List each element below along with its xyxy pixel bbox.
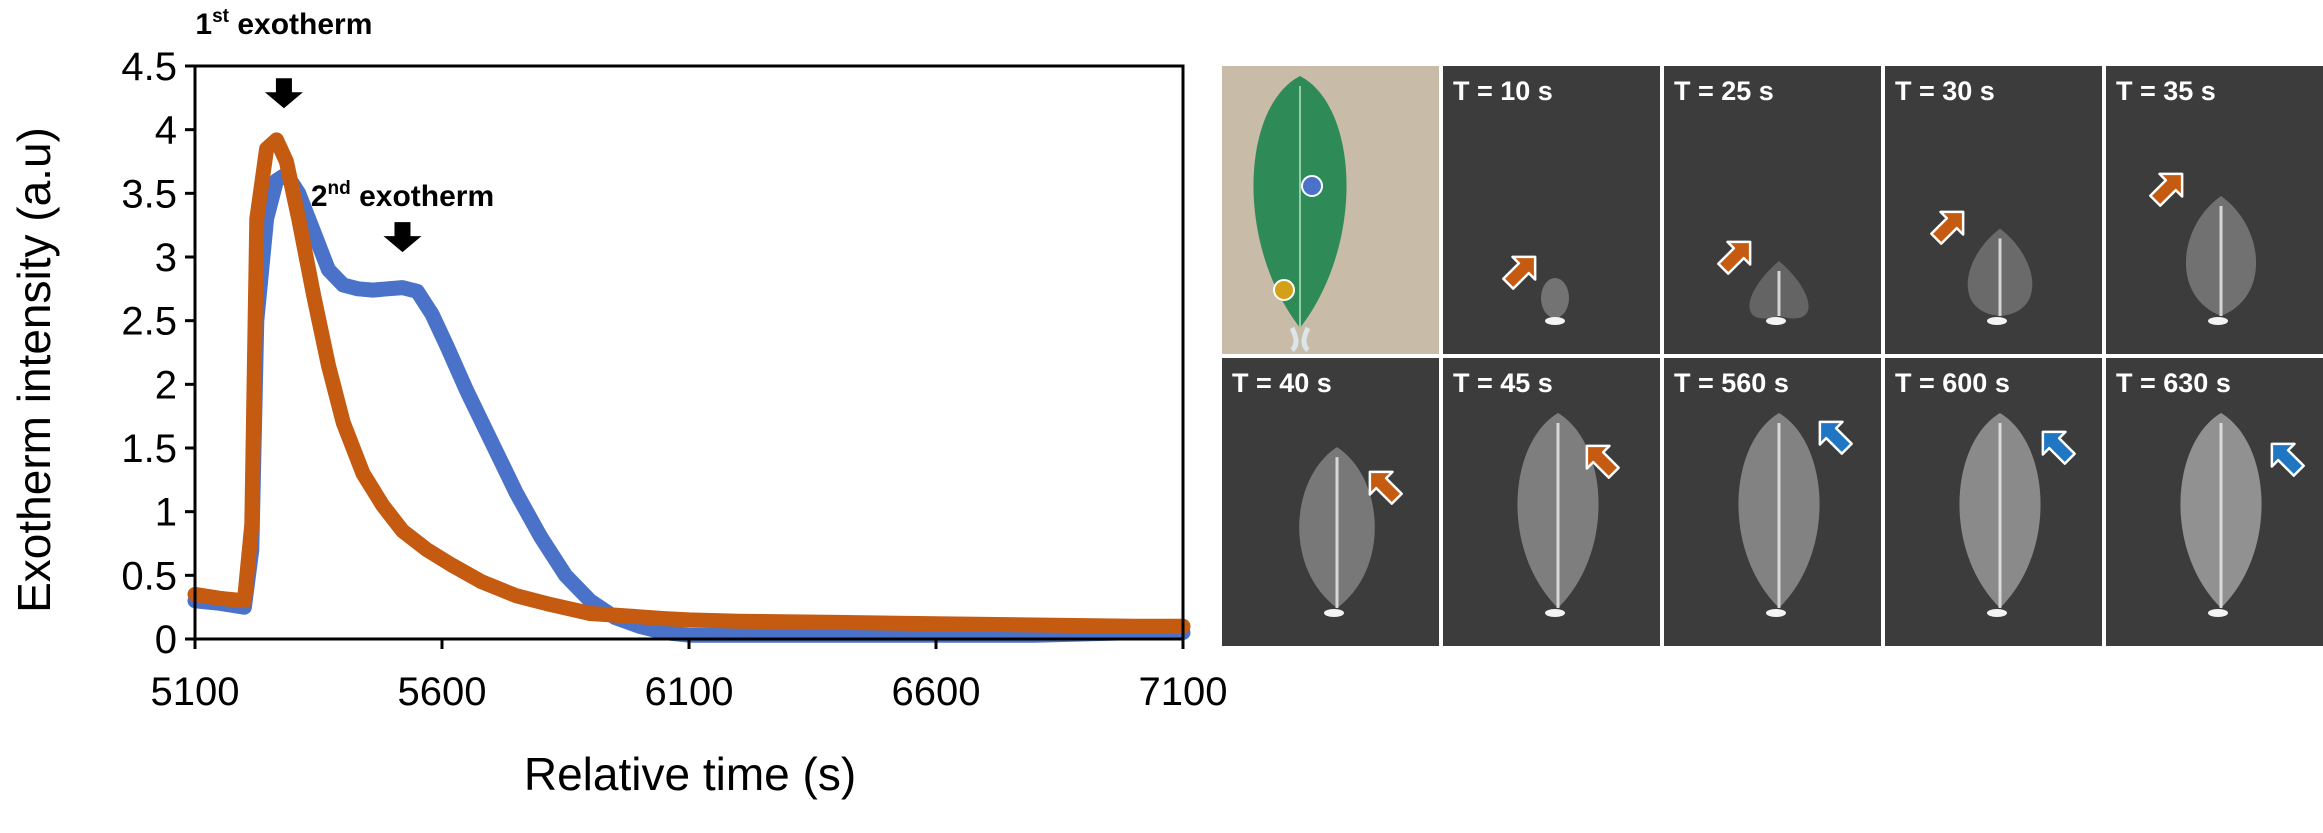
leaf-petiole bbox=[1289, 326, 1311, 352]
blue-arrow-icon bbox=[2270, 442, 2305, 477]
y-tick-label: 1.5 bbox=[121, 427, 177, 471]
petiole-highlight bbox=[1324, 609, 1344, 617]
y-tick-label: 0.5 bbox=[121, 554, 177, 598]
panel-image bbox=[2149, 172, 2257, 325]
orange-arrow-icon bbox=[1930, 210, 1965, 245]
orange-arrow-icon bbox=[1585, 444, 1620, 479]
yellow-marker bbox=[1273, 279, 1295, 301]
thermal-image-panel: T = 560 s bbox=[1664, 358, 1881, 646]
leaf-photo-panel bbox=[1222, 66, 1439, 354]
time-label: T = 600 s bbox=[1895, 368, 2010, 398]
petiole-highlight bbox=[1766, 317, 1786, 325]
orange-arrow-icon bbox=[1717, 240, 1752, 275]
time-label: T = 10 s bbox=[1453, 76, 1553, 106]
plot-area: 0 0.5 1 1.5 2 2.5 3 3.5 4 4.5 5100 5600 6100 6600 7100… bbox=[121, 6, 1227, 714]
orange-arrow-icon bbox=[1368, 470, 1403, 505]
thermal-image-panel: T = 25 s bbox=[1664, 66, 1881, 354]
thermal-image-panel: T = 45 s bbox=[1443, 358, 1660, 646]
petiole-highlight bbox=[1545, 317, 1565, 325]
thermal-image-panel: T = 40 s bbox=[1222, 358, 1439, 646]
series-line-2 bbox=[187, 132, 1191, 634]
y-tick-label: 3 bbox=[155, 236, 177, 280]
thermal-image-panel: T = 10 s bbox=[1443, 66, 1660, 354]
petiole-highlight bbox=[1766, 609, 1786, 617]
time-label: T = 630 s bbox=[2116, 368, 2231, 398]
exotherm-line-chart: 0 0.5 1 1.5 2 2.5 3 3.5 4 4.5 5100 5600 6100 6600 7100… bbox=[8, 6, 1227, 800]
blue-marker bbox=[1301, 175, 1323, 197]
time-label: T = 25 s bbox=[1674, 76, 1774, 106]
y-tick-label: 4.5 bbox=[121, 45, 177, 89]
y-tick-label: 3.5 bbox=[121, 172, 177, 216]
time-label: T = 40 s bbox=[1232, 368, 1332, 398]
orange-arrow-icon bbox=[2149, 172, 2184, 207]
panel-image bbox=[1738, 413, 1853, 617]
petiole-highlight bbox=[1987, 609, 2007, 617]
y-tick-label: 0 bbox=[155, 618, 177, 662]
x-tick-label: 6100 bbox=[645, 670, 734, 714]
x-tick-label: 5100 bbox=[151, 670, 240, 714]
second-exotherm-arrow-icon bbox=[383, 222, 422, 253]
y-axis-title: Exotherm intensity (a.u) bbox=[8, 127, 60, 613]
y-tick-label: 2 bbox=[155, 363, 177, 407]
petiole-highlight bbox=[2208, 609, 2228, 617]
x-tick-label: 7100 bbox=[1139, 670, 1228, 714]
x-tick-label: 6600 bbox=[892, 670, 981, 714]
panel-image bbox=[1717, 240, 1809, 325]
thermal-image-grid: T = 10 s T = 25 s T = 30 s T = 35 s T = 40 s… bbox=[1222, 66, 2323, 651]
panel-image bbox=[1299, 447, 1403, 617]
series-line-1 bbox=[187, 166, 1191, 643]
second-exotherm-label: 2nd exotherm bbox=[311, 178, 494, 213]
y-tick-label: 4 bbox=[155, 109, 177, 153]
thermal-image-panel: T = 35 s bbox=[2106, 66, 2323, 354]
y-tick-label: 1 bbox=[155, 491, 177, 535]
panel-image bbox=[2180, 413, 2305, 617]
thermal-image-panel: T = 30 s bbox=[1885, 66, 2102, 354]
time-label: T = 560 s bbox=[1674, 368, 1789, 398]
blue-arrow-icon bbox=[1818, 420, 1853, 455]
petiole-highlight bbox=[1545, 609, 1565, 617]
orange-arrow-icon bbox=[1502, 255, 1537, 290]
time-label: T = 30 s bbox=[1895, 76, 1995, 106]
time-label: T = 45 s bbox=[1453, 368, 1553, 398]
x-axis-title: Relative time (s) bbox=[524, 748, 856, 800]
petiole-highlight bbox=[1987, 317, 2007, 325]
blue-arrow-icon bbox=[2041, 430, 2076, 465]
thermal-image-panel: T = 600 s bbox=[1885, 358, 2102, 646]
y-tick-label: 2.5 bbox=[121, 300, 177, 344]
first-exotherm-label: 1st exotherm bbox=[195, 6, 372, 41]
thermal-image-panel: T = 630 s bbox=[2106, 358, 2323, 646]
panel-image bbox=[1222, 66, 1439, 354]
panel-image bbox=[1959, 413, 2076, 617]
panel-image bbox=[1517, 413, 1620, 617]
frost-spot bbox=[1541, 278, 1569, 318]
panel-image bbox=[1930, 210, 2033, 325]
panel-image bbox=[1502, 255, 1569, 325]
plot-frame bbox=[193, 64, 1185, 641]
petiole-highlight bbox=[2208, 317, 2228, 325]
first-exotherm-arrow-icon bbox=[264, 78, 303, 109]
time-label: T = 35 s bbox=[2116, 76, 2216, 106]
x-tick-label: 5600 bbox=[398, 670, 487, 714]
